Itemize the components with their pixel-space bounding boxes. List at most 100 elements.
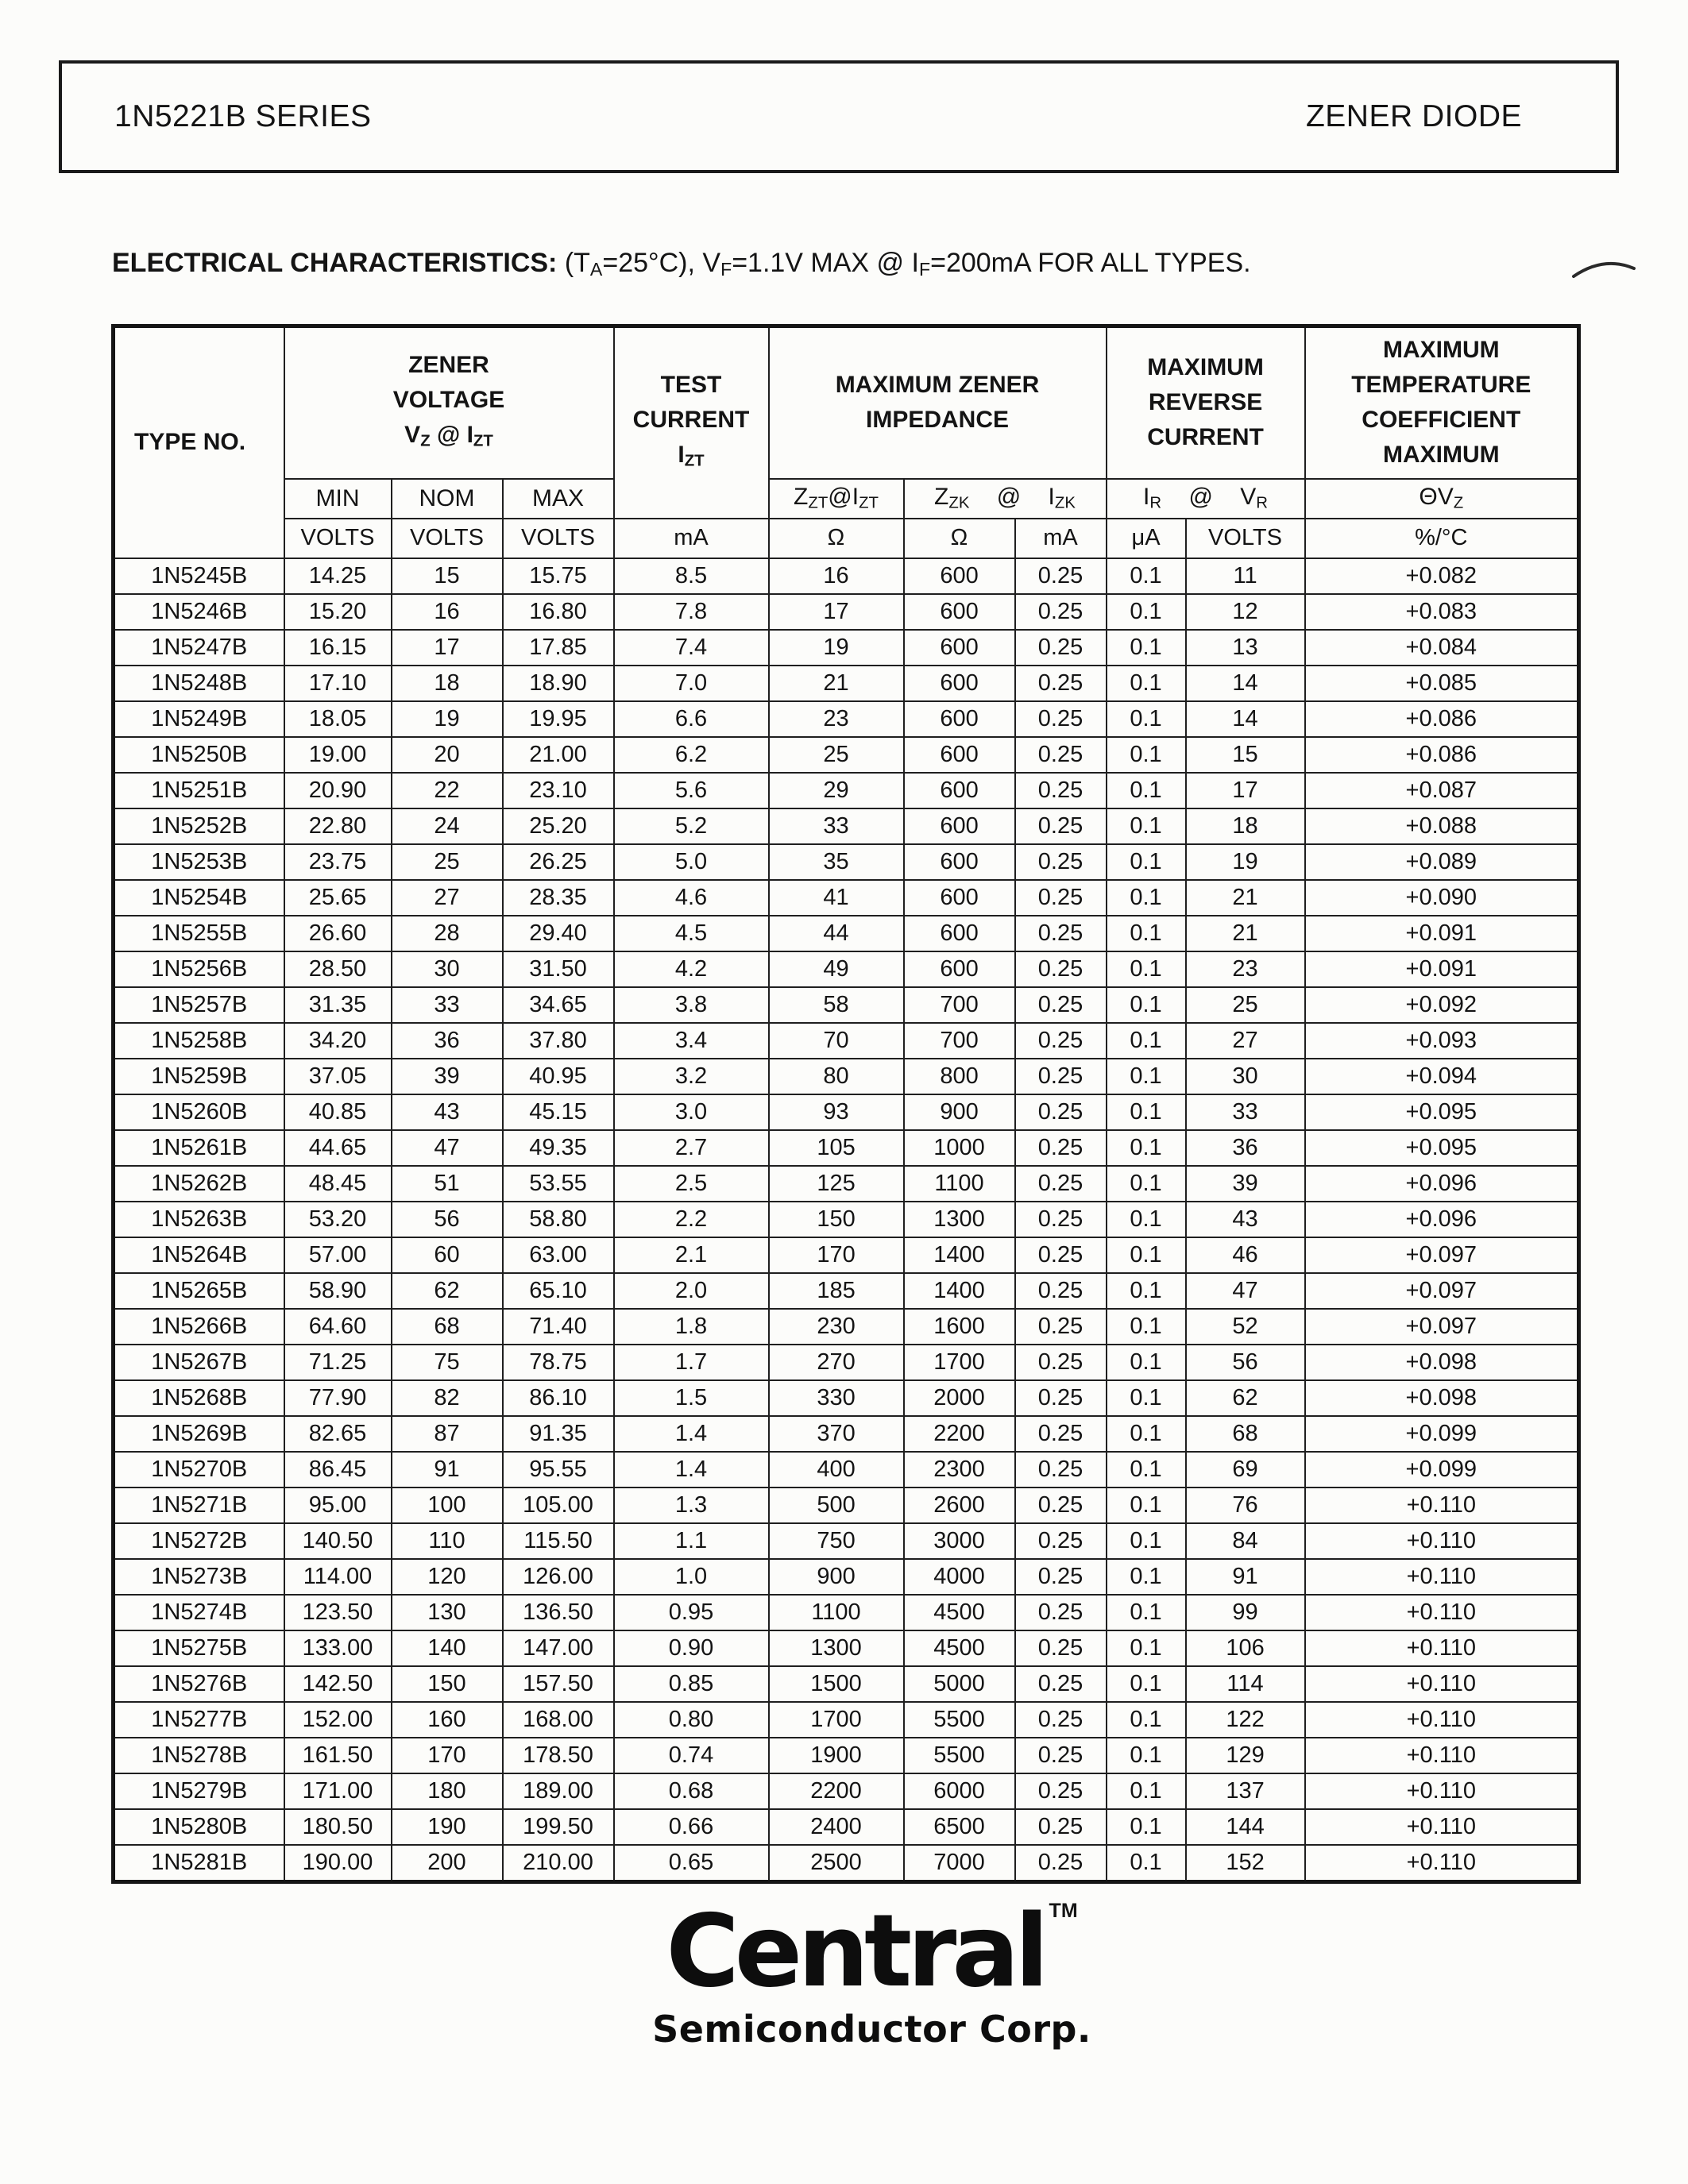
- value-cell: 125: [767, 1164, 905, 1202]
- value-cell: 21: [1184, 878, 1306, 916]
- value-cell: 40.85: [283, 1093, 392, 1131]
- value-cell: 4.2: [612, 950, 770, 988]
- value-cell: 15.75: [501, 557, 615, 595]
- value-cell: 0.1: [1105, 1772, 1187, 1810]
- table-row: 1N5255B 26.60 28 29.40 4.5 44 600 0.25 0.1 21 +0.0…: [112, 914, 1580, 952]
- table-row: 1N5279B 171.00 180 189.00 0.68 2200 6000 0.25 0.…: [112, 1772, 1580, 1810]
- value-cell: 13: [1184, 628, 1306, 666]
- table-row: 1N5258B 34.20 36 37.80 3.4 70 700 0.25 0.1 27 +0.0…: [112, 1021, 1580, 1059]
- value-cell: 43: [1184, 1200, 1306, 1238]
- value-cell: 0.1: [1105, 1450, 1187, 1488]
- value-cell: 70: [767, 1021, 905, 1059]
- value-cell: +0.110: [1304, 1665, 1580, 1703]
- value-cell: 91: [390, 1450, 504, 1488]
- value-cell: 16: [767, 557, 905, 595]
- value-cell: 11: [1184, 557, 1306, 595]
- unit-ma-izt: mA: [612, 517, 770, 559]
- value-cell: 60: [390, 1236, 504, 1274]
- value-cell: 0.68: [612, 1772, 770, 1810]
- value-cell: 93: [767, 1093, 905, 1131]
- value-cell: 25: [1184, 986, 1306, 1024]
- zener-voltage-line-1: ZENER: [408, 351, 489, 378]
- value-cell: 18.90: [501, 664, 615, 702]
- value-cell: 152.00: [283, 1700, 392, 1738]
- value-cell: 33: [390, 986, 504, 1024]
- value-cell: 0.25: [1014, 557, 1107, 595]
- type-no-cell: 1N5258B: [112, 1021, 285, 1059]
- value-cell: 19.00: [283, 735, 392, 774]
- value-cell: +0.097: [1304, 1307, 1580, 1345]
- value-cell: 0.1: [1105, 1236, 1187, 1274]
- value-cell: 37.05: [283, 1057, 392, 1095]
- table-row: 1N5272B 140.50 110 115.50 1.1 750 3000 0.25 0.1 8…: [112, 1522, 1580, 1560]
- value-cell: 36: [390, 1021, 504, 1059]
- value-cell: +0.086: [1304, 735, 1580, 774]
- type-no-cell: 1N5264B: [112, 1236, 285, 1274]
- value-cell: 22.80: [283, 807, 392, 845]
- value-cell: 0.1: [1105, 1307, 1187, 1345]
- reverse-line-2: REVERSE: [1148, 389, 1263, 416]
- value-cell: 30: [390, 950, 504, 988]
- value-cell: 51: [390, 1164, 504, 1202]
- value-cell: 3000: [902, 1522, 1016, 1560]
- value-cell: 36: [1184, 1129, 1306, 1167]
- col-head-reverse-current: MAXIMUM REVERSE CURRENT: [1105, 325, 1306, 480]
- type-no-cell: 1N5263B: [112, 1200, 285, 1238]
- value-cell: 110: [390, 1522, 504, 1560]
- value-cell: +0.092: [1304, 986, 1580, 1024]
- value-cell: +0.088: [1304, 807, 1580, 845]
- value-cell: 25.65: [283, 878, 392, 916]
- value-cell: +0.097: [1304, 1236, 1580, 1274]
- value-cell: 22: [390, 771, 504, 809]
- value-cell: 62: [390, 1271, 504, 1310]
- value-cell: 0.1: [1105, 914, 1187, 952]
- table-row: 1N5268B 77.90 82 86.10 1.5 330 2000 0.25 0.1 62 +0…: [112, 1379, 1580, 1417]
- table-row: 1N5266B 64.60 68 71.40 1.8 230 1600 0.25 0.1 52 +0…: [112, 1307, 1580, 1345]
- value-cell: 2400: [767, 1808, 905, 1846]
- value-cell: 1300: [767, 1629, 905, 1667]
- table-row: 1N5278B 161.50 170 178.50 0.74 1900 5500 0.25 0.…: [112, 1736, 1580, 1774]
- value-cell: 99: [1184, 1593, 1306, 1631]
- value-cell: 1.3: [612, 1486, 770, 1524]
- value-cell: 0.65: [612, 1843, 770, 1882]
- value-cell: 5.0: [612, 843, 770, 881]
- value-cell: 0.1: [1105, 1200, 1187, 1238]
- type-no-cell: 1N5265B: [112, 1271, 285, 1310]
- type-no-cell: 1N5249B: [112, 700, 285, 738]
- value-cell: 34.20: [283, 1021, 392, 1059]
- value-cell: 7000: [902, 1843, 1016, 1882]
- value-cell: 114.00: [283, 1557, 392, 1596]
- value-cell: 126.00: [501, 1557, 615, 1596]
- value-cell: 152: [1184, 1843, 1306, 1882]
- value-cell: +0.110: [1304, 1772, 1580, 1810]
- test-current-line-3: IZT: [678, 441, 705, 469]
- value-cell: 0.1: [1105, 807, 1187, 845]
- value-cell: 21.00: [501, 735, 615, 774]
- value-cell: 0.1: [1105, 843, 1187, 881]
- type-no-cell: 1N5260B: [112, 1093, 285, 1131]
- type-no-cell: 1N5252B: [112, 807, 285, 845]
- value-cell: 700: [902, 1021, 1016, 1059]
- value-cell: 3.2: [612, 1057, 770, 1095]
- table-row: 1N5252B 22.80 24 25.20 5.2 33 600 0.25 0.1 18 +0.0…: [112, 807, 1580, 845]
- value-cell: 600: [902, 592, 1016, 631]
- value-cell: 0.25: [1014, 914, 1107, 952]
- value-cell: 1500: [767, 1665, 905, 1703]
- value-cell: 17: [1184, 771, 1306, 809]
- unit-volts-max: VOLTS: [501, 517, 615, 559]
- value-cell: 270: [767, 1343, 905, 1381]
- value-cell: 0.1: [1105, 1093, 1187, 1131]
- value-cell: 136.50: [501, 1593, 615, 1631]
- value-cell: 25: [767, 735, 905, 774]
- table-row: 1N5265B 58.90 62 65.10 2.0 185 1400 0.25 0.1 47 +0…: [112, 1271, 1580, 1310]
- value-cell: 160: [390, 1700, 504, 1738]
- table-row: 1N5281B 190.00 200 210.00 0.65 2500 7000 0.25 0.…: [112, 1843, 1580, 1882]
- value-cell: 0.25: [1014, 1236, 1107, 1274]
- value-cell: 2600: [902, 1486, 1016, 1524]
- value-cell: 0.25: [1014, 1200, 1107, 1238]
- value-cell: 0.25: [1014, 986, 1107, 1024]
- value-cell: 0.95: [612, 1593, 770, 1631]
- value-cell: 52: [1184, 1307, 1306, 1345]
- type-no-cell: 1N5266B: [112, 1307, 285, 1345]
- value-cell: 28: [390, 914, 504, 952]
